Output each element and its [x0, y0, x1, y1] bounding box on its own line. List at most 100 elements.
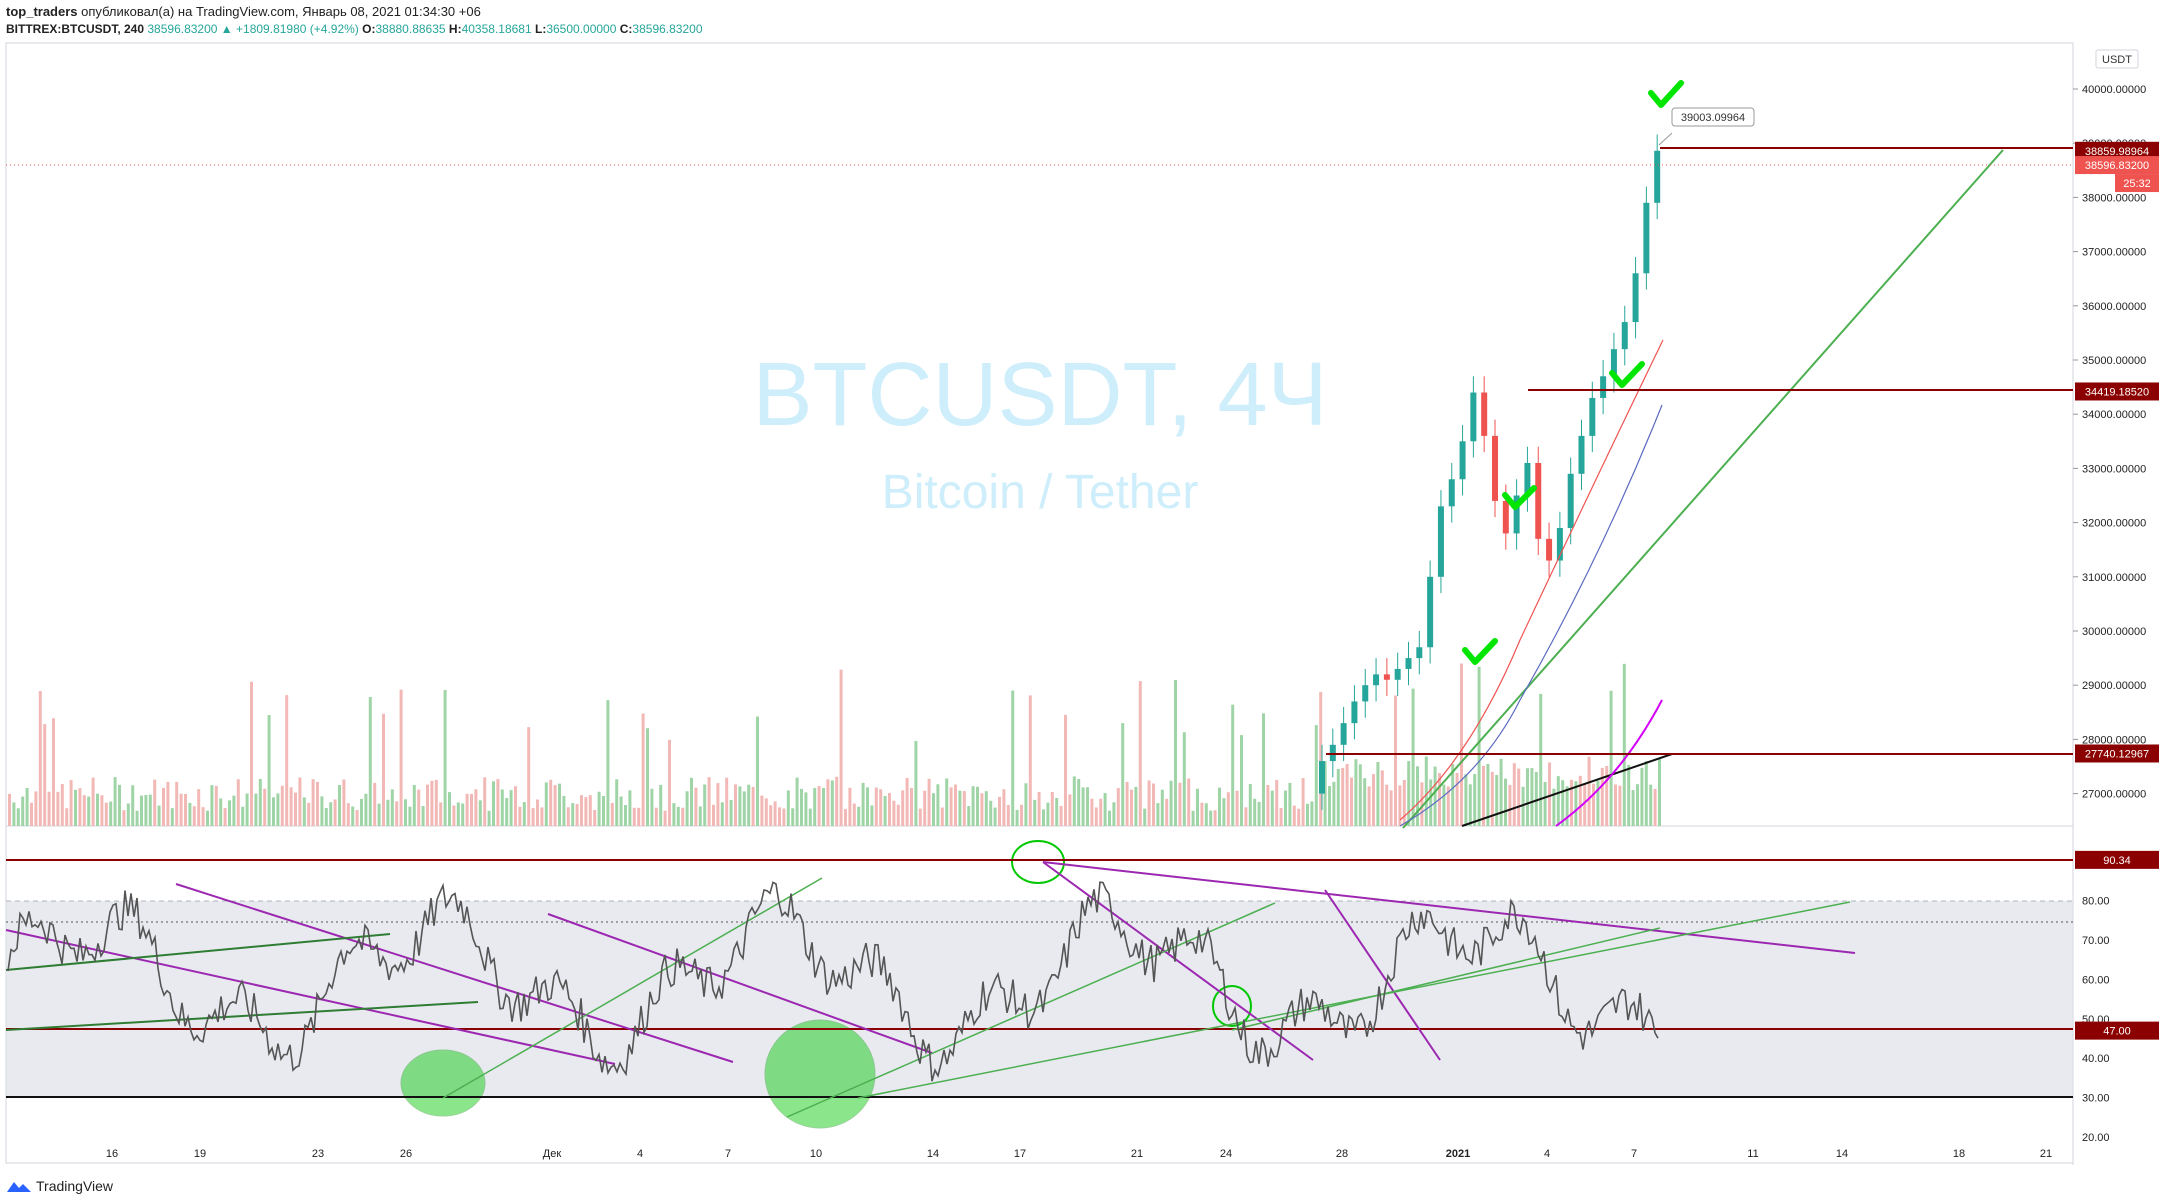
price-tick-label: 38000.00000: [2082, 192, 2146, 204]
volume-bar: [1275, 779, 1279, 826]
volume-bar: [901, 790, 905, 826]
volume-bar: [302, 797, 306, 826]
candle-body: [1643, 202, 1650, 274]
candle-body: [1319, 761, 1325, 794]
volume-bar: [518, 806, 522, 826]
volume-bar: [496, 779, 500, 826]
candle-body: [1492, 435, 1498, 501]
volume-bar: [760, 795, 764, 826]
volume-bar: [866, 787, 869, 826]
volume-bar: [1636, 784, 1639, 826]
price-tick-label: 30000.00000: [2082, 626, 2146, 638]
volume-bar: [1068, 794, 1072, 826]
volume-bar: [1244, 807, 1248, 826]
watermark-symbol: BTCUSDT, 4Ч: [752, 345, 1327, 445]
current-price-label: 38596.83200: [2085, 160, 2149, 172]
volume-bar: [804, 792, 808, 826]
volume-bar: [1169, 780, 1173, 826]
volume-bar: [1556, 776, 1560, 826]
volume-bar: [1517, 768, 1521, 826]
volume-bar: [254, 793, 258, 826]
volume-bar: [1059, 806, 1063, 826]
time-tick-label: 23: [312, 1148, 324, 1160]
volume-bar: [465, 793, 469, 826]
volume-bar: [1486, 763, 1490, 826]
volume-bar: [346, 803, 350, 826]
volume-bar: [747, 784, 751, 826]
volume-bar: [1064, 714, 1067, 826]
volume-bar: [1156, 803, 1160, 826]
time-tick-label: 2021: [1446, 1148, 1470, 1160]
volume-bar: [492, 781, 495, 826]
candles: [1319, 134, 1661, 810]
change-arrow-icon: ▲: [220, 22, 233, 36]
volume-bar: [580, 795, 583, 826]
volume-bar: [852, 803, 856, 826]
volume-bar: [487, 810, 491, 826]
price-tick-label: 31000.00000: [2082, 572, 2146, 584]
volume-bar: [844, 808, 847, 826]
volume-bar: [896, 804, 900, 826]
price-axis[interactable]: 40000.0000039000.0000038000.0000037000.0…: [2073, 84, 2146, 801]
high-value: 40358.18681: [461, 22, 532, 36]
price-level-label: 38859.98964: [2085, 146, 2149, 158]
volume-bar: [47, 791, 51, 826]
volume-bar: [1548, 762, 1551, 826]
price-level-label-bg: [2075, 382, 2159, 401]
volume-bar: [474, 789, 478, 826]
volume-bar: [408, 806, 412, 826]
currency-badge[interactable]: [2095, 49, 2139, 69]
volume-bar: [1191, 810, 1195, 826]
volume-bar: [1288, 782, 1292, 826]
volume-bar: [1086, 787, 1089, 826]
volume-bar: [1367, 786, 1371, 826]
time-tick-label: 4: [637, 1148, 643, 1160]
volume-bar: [1455, 772, 1459, 826]
volume-bar: [659, 784, 663, 826]
rsi-tick-label: 60.00: [2082, 974, 2110, 986]
time-axis[interactable]: 16 19 23 26 Дек 4 7 10 14 17 21 24 28 2021 4 7 11 14 18 21: [106, 1148, 2052, 1160]
volume-bar: [795, 777, 799, 826]
volume-bar: [1196, 788, 1199, 826]
volume-bar: [461, 803, 465, 826]
volume-bar: [324, 808, 328, 826]
magenta-curve: [1555, 699, 1663, 827]
volume-bar: [368, 697, 372, 826]
candle-body: [1513, 495, 1520, 534]
volume-bar: [764, 798, 768, 826]
volume-bar: [980, 793, 984, 826]
volume-bar: [1143, 808, 1147, 826]
time-tick-label: 11: [1747, 1148, 1758, 1160]
volume-bar: [676, 806, 680, 826]
volume-bar: [1411, 688, 1415, 826]
volume-bar: [43, 724, 47, 826]
volume-bar: [219, 798, 223, 826]
rsi-highlight-3: [1011, 840, 1065, 884]
volume-bar: [668, 739, 671, 826]
volume-bar: [272, 797, 275, 826]
volume-bar: [126, 803, 130, 826]
candle-body: [1437, 506, 1444, 577]
volume-bar: [1134, 786, 1138, 826]
volume-bar: [1178, 782, 1182, 826]
time-tick-label: 7: [725, 1148, 731, 1160]
tradingview-footer[interactable]: TradingView: [6, 1178, 113, 1194]
candle-body: [1524, 462, 1531, 496]
volume-bar: [562, 795, 566, 826]
volume-bar: [624, 805, 627, 826]
volume-bar: [82, 795, 86, 826]
volume-bar: [1389, 790, 1393, 826]
volume-bar: [258, 778, 262, 826]
volume-bar: [857, 806, 861, 826]
volume-bar: [910, 787, 913, 826]
volume-bar: [967, 806, 971, 826]
volume-bar: [1605, 765, 1609, 826]
countdown-label: 25:32: [2123, 178, 2151, 190]
rsi-purple-4: [1042, 861, 1856, 954]
volume-bar: [1433, 766, 1437, 826]
low-value: 36500.00000: [546, 22, 617, 36]
volume-bar: [1090, 798, 1094, 826]
candle-body: [1416, 647, 1423, 659]
